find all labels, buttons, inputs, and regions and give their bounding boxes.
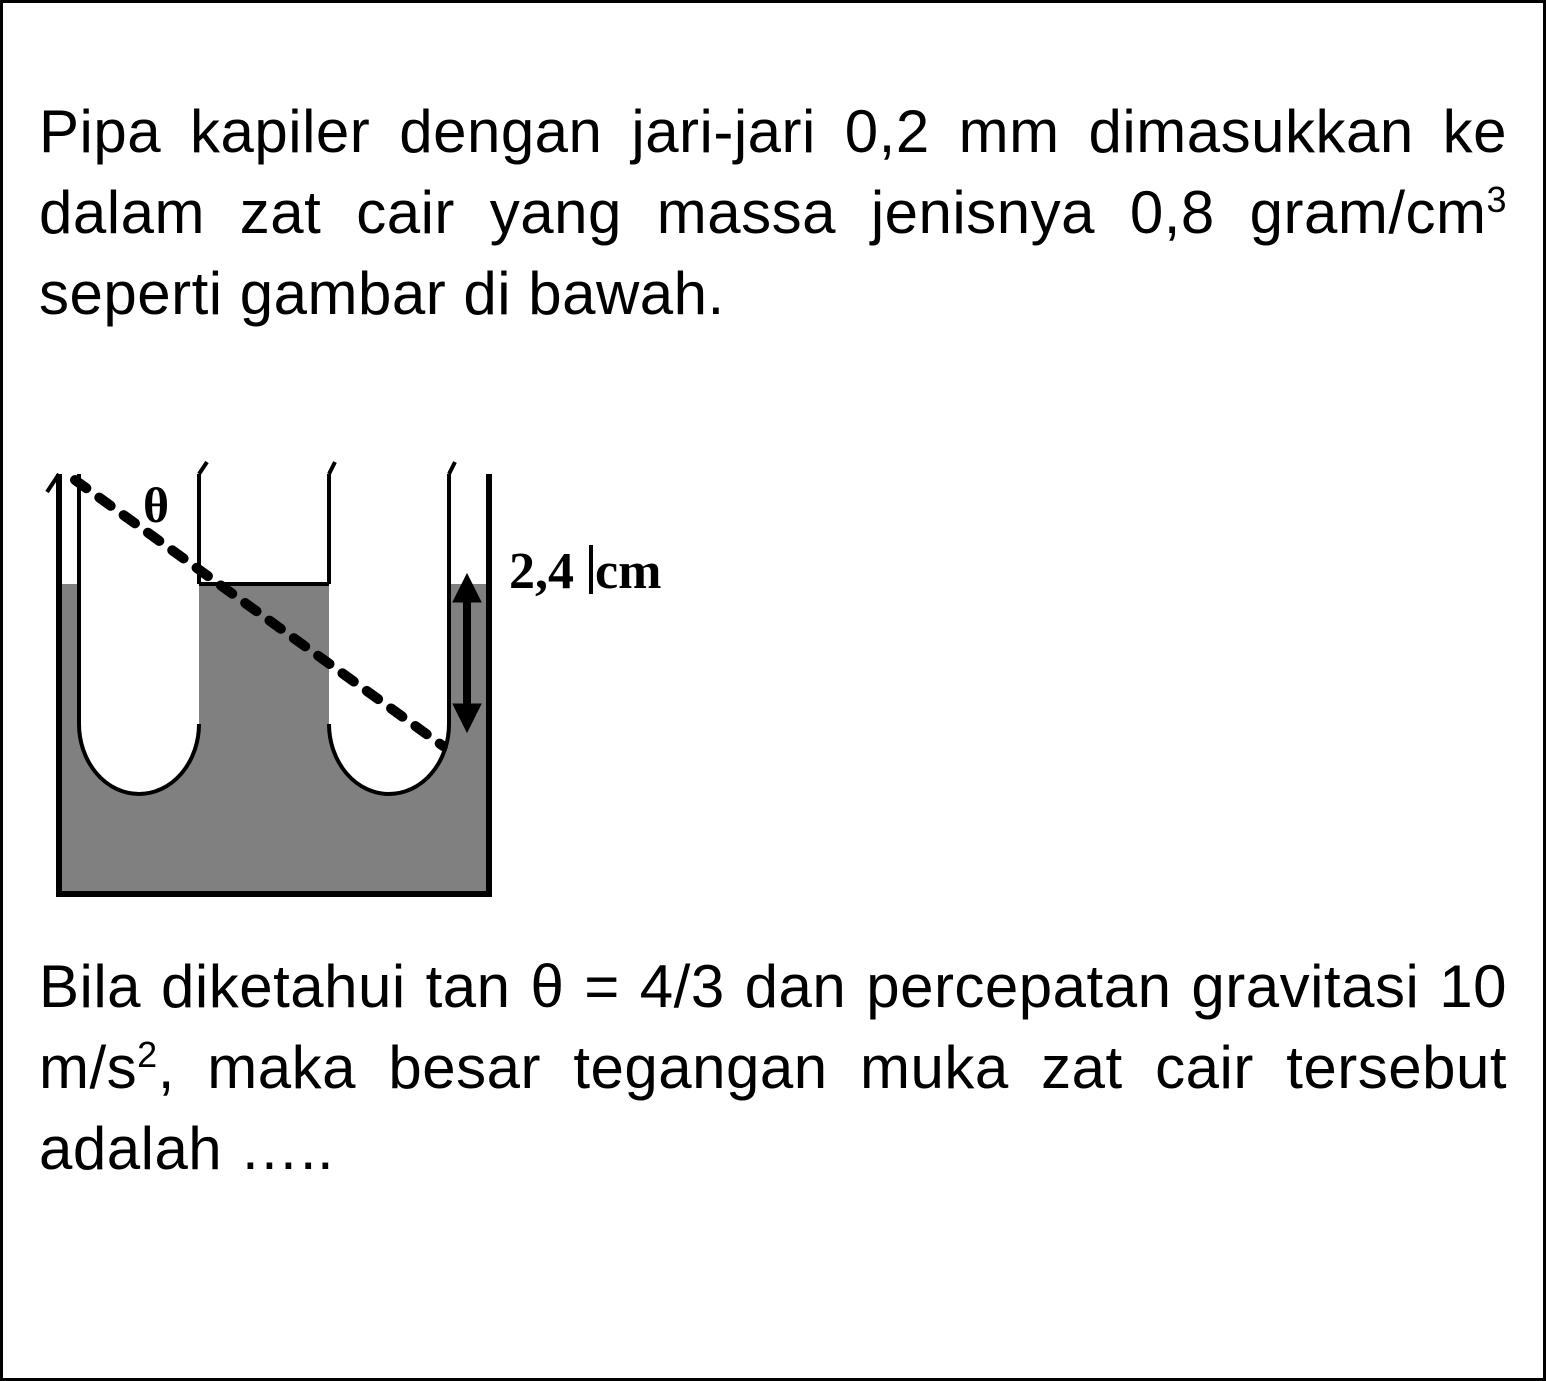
top-tick-left-b (199, 462, 207, 474)
top-tick-right-b (449, 462, 455, 474)
dimension-unit: cm (595, 543, 661, 600)
problem-page: Pipa kapiler dengan jari-jari 0,2 mm dim… (0, 0, 1546, 1381)
capillary-diagram: θ (39, 434, 509, 914)
figure-wrapper: θ 2,4 cm (39, 434, 1507, 914)
dimension-bar (589, 545, 593, 594)
theta-label: θ (143, 477, 169, 533)
liquid-fill (59, 584, 489, 894)
dimension-label: 2,4 cm (509, 542, 661, 601)
top-tick-right-a (329, 462, 335, 474)
dimension-value: 2,4 (509, 543, 574, 600)
problem-intro: Pipa kapiler dengan jari-jari 0,2 mm dim… (39, 91, 1507, 334)
problem-question: Bila diketahui tan θ = 4/3 dan percepata… (39, 946, 1507, 1189)
